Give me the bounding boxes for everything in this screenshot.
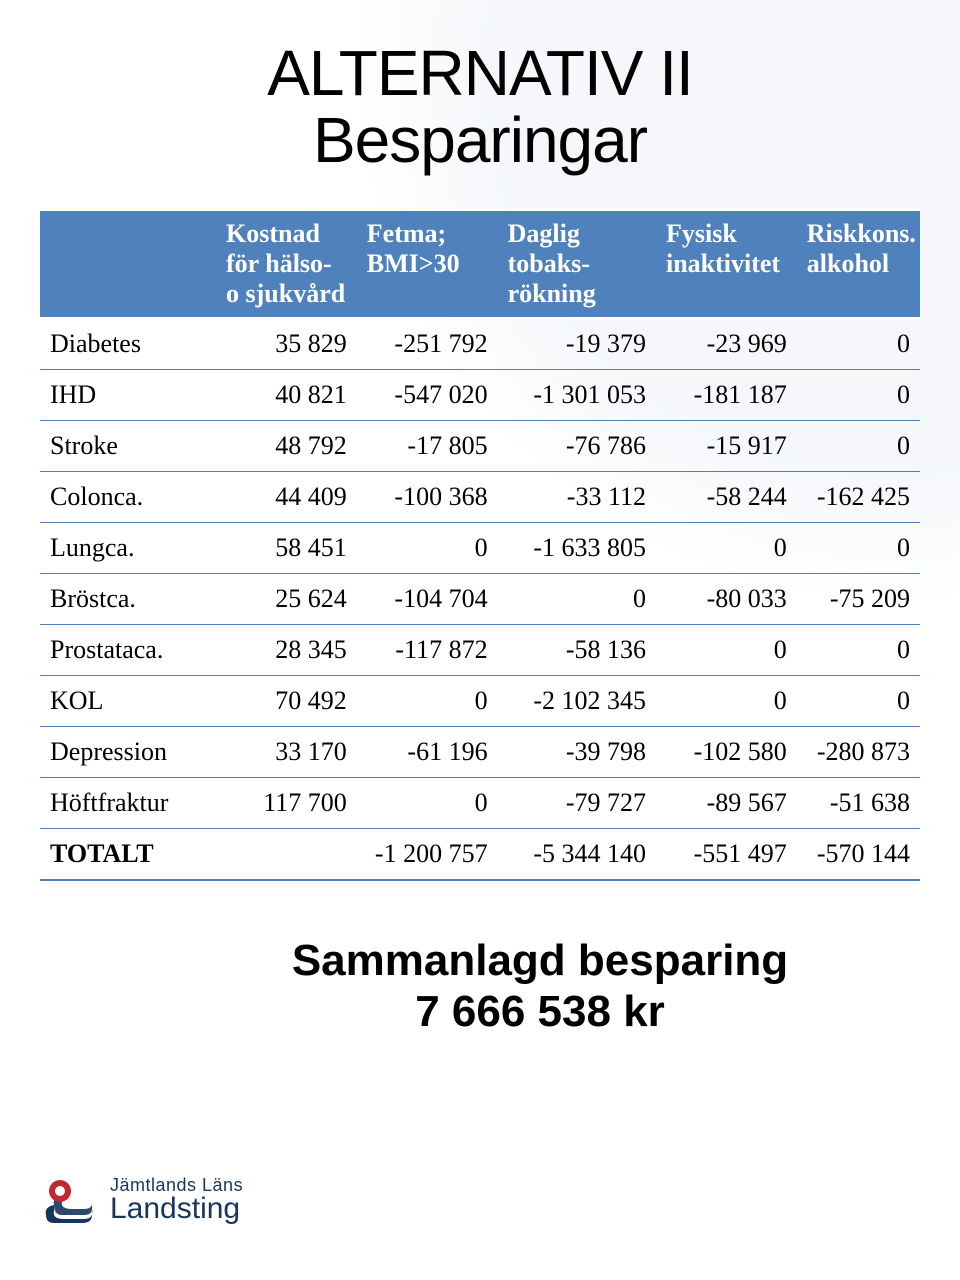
cell-value: -117 872 [357,625,498,676]
total-value: -570 144 [797,829,920,881]
cell-value: 0 [797,523,920,574]
cell-value: -58 136 [498,625,656,676]
cell-value: 0 [357,676,498,727]
cell-value: -76 786 [498,421,656,472]
table-row: Diabetes35 829-251 792-19 379-23 9690 [40,318,920,370]
table-row: Bröstca.25 624-104 7040-80 033-75 209 [40,574,920,625]
cell-value: 117 700 [216,778,357,829]
cell-value: -280 873 [797,727,920,778]
cell-value: 0 [357,778,498,829]
table-row: Stroke48 792-17 805-76 786-15 9170 [40,421,920,472]
cell-value: -181 187 [656,370,797,421]
cell-value: -100 368 [357,472,498,523]
cell-value: -19 379 [498,318,656,370]
logo: Jämtlands Läns Landsting [40,1175,243,1225]
row-label: Höftfraktur [40,778,216,829]
col-header-tobacco: Dagligtobaks-rökning [498,210,656,318]
cell-value: -251 792 [357,318,498,370]
total-value: -5 344 140 [498,829,656,881]
cell-value: -80 033 [656,574,797,625]
col-header-inactivity: Fysiskinaktivitet [656,210,797,318]
row-label: IHD [40,370,216,421]
col-header-alcohol: Riskkons.alkohol [797,210,920,318]
row-label: Lungca. [40,523,216,574]
cell-value: 25 624 [216,574,357,625]
summary-text: Sammanlagd besparing 7 666 538 kr [40,936,920,1037]
cell-value: 0 [656,676,797,727]
cell-value: 0 [797,318,920,370]
cell-value: -39 798 [498,727,656,778]
table-body: Diabetes35 829-251 792-19 379-23 9690IHD… [40,318,920,880]
table-row: Höftfraktur117 7000-79 727-89 567-51 638 [40,778,920,829]
cell-value: -75 209 [797,574,920,625]
cell-value: 0 [656,523,797,574]
cell-value: -104 704 [357,574,498,625]
table-row: Lungca.58 4510-1 633 80500 [40,523,920,574]
savings-table: Kostnad för hälso-o sjukvård Fetma;BMI>3… [40,209,920,881]
slide-title: ALTERNATIV II Besparingar [40,40,920,174]
cell-value: 0 [656,625,797,676]
summary-line-1: Sammanlagd besparing [292,936,788,985]
row-label: Prostataca. [40,625,216,676]
cell-value: -547 020 [357,370,498,421]
total-value [216,829,357,881]
logo-line-2: Landsting [110,1194,243,1224]
cell-value: -1 301 053 [498,370,656,421]
cell-value: -33 112 [498,472,656,523]
total-value: -551 497 [656,829,797,881]
row-label: Colonca. [40,472,216,523]
cell-value: -2 102 345 [498,676,656,727]
cell-value: 70 492 [216,676,357,727]
row-label: Bröstca. [40,574,216,625]
table-row: IHD40 821-547 020-1 301 053-181 1870 [40,370,920,421]
cell-value: 0 [498,574,656,625]
summary-line-2: 7 666 538 kr [415,987,665,1036]
cell-value: 35 829 [216,318,357,370]
row-label: Diabetes [40,318,216,370]
col-header-bmi: Fetma;BMI>30 [357,210,498,318]
cell-value: -89 567 [656,778,797,829]
slide-content: ALTERNATIV II Besparingar Kostnad för hä… [0,0,960,1037]
cell-value: -102 580 [656,727,797,778]
table-row: Prostataca.28 345-117 872-58 13600 [40,625,920,676]
cell-value: -15 917 [656,421,797,472]
cell-value: -79 727 [498,778,656,829]
cell-value: -58 244 [656,472,797,523]
logo-icon [40,1175,98,1225]
total-value: -1 200 757 [357,829,498,881]
total-label: TOTALT [40,829,216,881]
row-label: KOL [40,676,216,727]
col-header-blank [40,210,216,318]
title-line-2: Besparingar [313,104,647,176]
cell-value: -162 425 [797,472,920,523]
cell-value: -17 805 [357,421,498,472]
cell-value: 58 451 [216,523,357,574]
cell-value: -51 638 [797,778,920,829]
table-header: Kostnad för hälso-o sjukvård Fetma;BMI>3… [40,210,920,318]
row-label: Depression [40,727,216,778]
cell-value: 0 [797,370,920,421]
cell-value: 40 821 [216,370,357,421]
cell-value: -1 633 805 [498,523,656,574]
cell-value: 48 792 [216,421,357,472]
table-row: Depression33 170-61 196-39 798-102 580-2… [40,727,920,778]
cell-value: 0 [797,625,920,676]
cell-value: 44 409 [216,472,357,523]
cell-value: 0 [797,676,920,727]
cell-value: 0 [357,523,498,574]
cell-value: -61 196 [357,727,498,778]
cell-value: 28 345 [216,625,357,676]
cell-value: -23 969 [656,318,797,370]
cell-value: 0 [797,421,920,472]
cell-value: 33 170 [216,727,357,778]
title-line-1: ALTERNATIV II [267,37,693,109]
row-label: Stroke [40,421,216,472]
table-row: Colonca.44 409-100 368-33 112-58 244-162… [40,472,920,523]
logo-text: Jämtlands Läns Landsting [110,1176,243,1224]
table-total-row: TOTALT -1 200 757-5 344 140-551 497-570 1… [40,829,920,881]
col-header-cost: Kostnad för hälso-o sjukvård [216,210,357,318]
table-row: KOL70 4920-2 102 34500 [40,676,920,727]
